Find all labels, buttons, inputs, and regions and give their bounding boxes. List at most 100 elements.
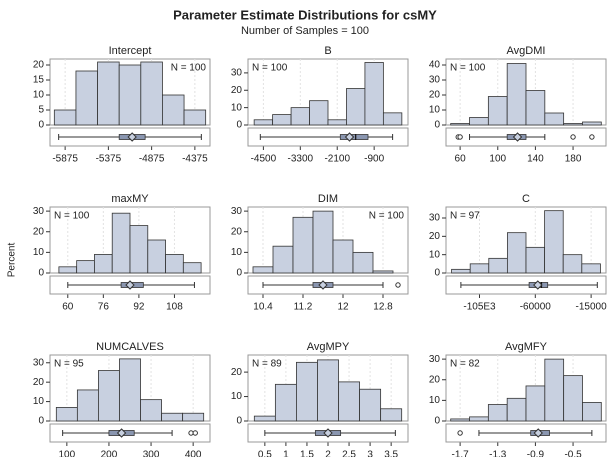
sample-count: N = 97 bbox=[450, 211, 480, 222]
bar bbox=[506, 232, 527, 274]
x-tick-label: -0.9 bbox=[527, 450, 545, 457]
bar bbox=[525, 246, 546, 274]
bar bbox=[582, 121, 602, 126]
bar bbox=[97, 61, 120, 126]
y-tick-label: 0 bbox=[434, 120, 440, 131]
y-tick-label: 5 bbox=[38, 105, 44, 116]
bar bbox=[582, 402, 602, 422]
outlier bbox=[457, 134, 463, 140]
bar bbox=[290, 107, 310, 126]
bar bbox=[487, 96, 508, 126]
bar bbox=[312, 210, 334, 274]
x-tick-label: 3 bbox=[367, 450, 373, 457]
y-tick-label: 10 bbox=[33, 90, 45, 101]
y-tick-label: 30 bbox=[429, 354, 441, 365]
outlier bbox=[395, 282, 401, 288]
x-tick-label: 200 bbox=[101, 450, 118, 457]
bar bbox=[469, 263, 490, 274]
x-tick-label: -15000 bbox=[576, 302, 608, 313]
y-tick-label: 30 bbox=[33, 206, 45, 217]
bar bbox=[253, 415, 276, 422]
y-tick-label: 20 bbox=[33, 226, 45, 237]
y-tick-label: 20 bbox=[429, 374, 441, 385]
bar bbox=[118, 64, 142, 126]
y-tick-label: 10 bbox=[429, 249, 441, 260]
panel-title: AvgMPY bbox=[307, 341, 350, 353]
y-tick-label: 0 bbox=[236, 416, 242, 427]
x-tick-label: -4500 bbox=[251, 154, 277, 165]
y-tick-label: 15 bbox=[33, 75, 45, 86]
bar bbox=[487, 404, 508, 422]
mean-marker bbox=[533, 428, 543, 438]
x-tick-label: 140 bbox=[527, 154, 544, 165]
bar bbox=[581, 263, 601, 274]
bar bbox=[76, 260, 95, 274]
bar bbox=[563, 375, 583, 422]
y-tick-label: 10 bbox=[33, 247, 45, 258]
y-tick-label: 20 bbox=[33, 60, 45, 71]
y-tick-label: 20 bbox=[231, 367, 243, 378]
bar bbox=[182, 262, 202, 274]
x-tick-label: 1 bbox=[283, 450, 289, 457]
bar bbox=[469, 416, 489, 422]
x-tick-label: 100 bbox=[489, 154, 506, 165]
bar bbox=[140, 61, 163, 126]
sample-count: N = 100 bbox=[171, 63, 207, 74]
bar bbox=[488, 257, 508, 274]
sample-count: N = 89 bbox=[252, 359, 282, 370]
bar bbox=[183, 109, 207, 126]
bar bbox=[272, 114, 292, 126]
x-tick-label: -5375 bbox=[96, 154, 122, 165]
y-tick-label: 20 bbox=[429, 231, 441, 242]
x-tick-label: 400 bbox=[185, 450, 202, 457]
bar bbox=[296, 361, 318, 422]
mean-marker bbox=[318, 280, 328, 290]
x-tick-label: -60000 bbox=[520, 302, 552, 313]
sample-count: N = 100 bbox=[369, 211, 405, 222]
bar bbox=[129, 225, 149, 274]
bar bbox=[317, 359, 339, 422]
bar bbox=[450, 418, 470, 422]
x-tick-label: 12.8 bbox=[373, 302, 393, 313]
panel-title: DIM bbox=[318, 193, 338, 205]
bar bbox=[53, 109, 77, 126]
bar bbox=[525, 90, 546, 126]
y-tick-label: 20 bbox=[231, 226, 243, 237]
y-tick-label: 30 bbox=[231, 206, 243, 217]
bar bbox=[382, 112, 403, 126]
y-tick-label: 40 bbox=[429, 60, 441, 71]
x-tick-label: 2.5 bbox=[342, 450, 356, 457]
bar bbox=[111, 212, 131, 274]
y-tick-label: 0 bbox=[434, 268, 440, 279]
sample-count: N = 100 bbox=[54, 211, 90, 222]
bar bbox=[55, 407, 78, 422]
bar bbox=[563, 123, 583, 126]
panel-title: B bbox=[324, 45, 331, 57]
bar bbox=[451, 268, 471, 274]
bar bbox=[162, 94, 185, 126]
panel-title: NUMCALVES bbox=[96, 341, 164, 353]
outlier bbox=[570, 134, 576, 140]
y-tick-label: 20 bbox=[33, 377, 45, 388]
y-tick-label: 30 bbox=[429, 213, 441, 224]
x-tick-label: -0.5 bbox=[564, 450, 582, 457]
x-tick-label: -900 bbox=[364, 154, 384, 165]
y-tick-label: 10 bbox=[231, 247, 243, 258]
bar bbox=[327, 119, 347, 126]
x-tick-label: 1.5 bbox=[300, 450, 314, 457]
bar bbox=[544, 112, 565, 126]
x-tick-label: 11.2 bbox=[294, 302, 313, 313]
bar bbox=[364, 62, 384, 126]
y-tick-label: 10 bbox=[429, 395, 441, 406]
y-tick-label: 30 bbox=[231, 68, 243, 79]
bar bbox=[352, 251, 374, 274]
x-tick-label: -1.3 bbox=[489, 450, 507, 457]
mean-marker bbox=[127, 132, 137, 142]
bar bbox=[76, 389, 99, 422]
bar bbox=[332, 239, 354, 274]
y-tick-label: 30 bbox=[33, 357, 45, 368]
x-tick-label: -4375 bbox=[182, 154, 208, 165]
bar bbox=[525, 385, 546, 422]
y-tick-label: 0 bbox=[434, 416, 440, 427]
bar bbox=[338, 381, 360, 422]
